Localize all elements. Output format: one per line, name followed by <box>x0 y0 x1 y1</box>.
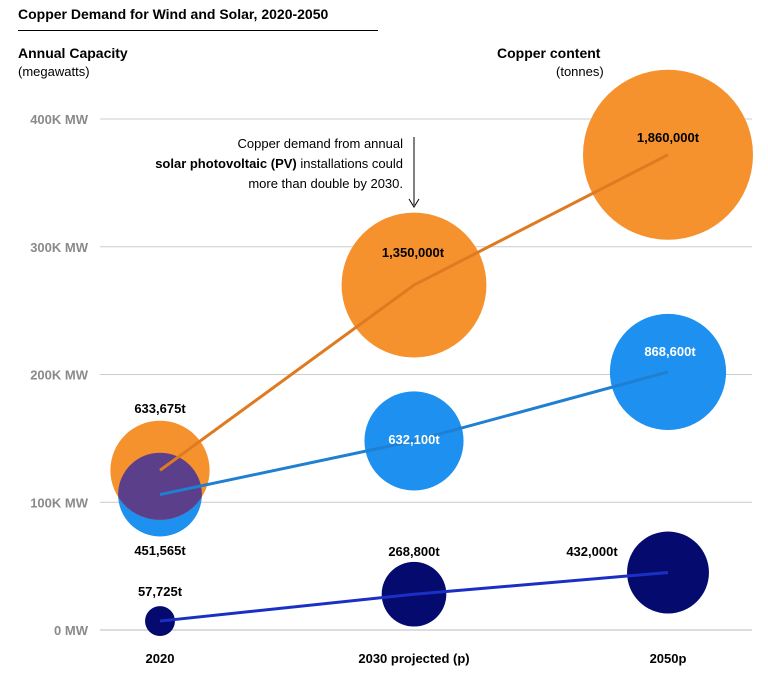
data-label: 57,725t <box>138 584 183 599</box>
annotation-line1: Copper demand from annual <box>238 136 404 151</box>
y-axis-title: Annual Capacity <box>18 45 128 61</box>
y-axis-unit: (megawatts) <box>18 64 90 79</box>
x-tick-label: 2020 <box>146 651 175 666</box>
y-tick-label: 400K MW <box>30 112 89 127</box>
annotation-line2: solar photovoltaic (PV) installations co… <box>155 156 403 171</box>
data-label: 633,675t <box>134 401 186 416</box>
title-underline <box>18 30 378 31</box>
data-label: 268,800t <box>388 544 440 559</box>
x-tick-label: 2050p <box>650 651 687 666</box>
trend-line-series2 <box>159 370 669 497</box>
data-label: 868,600t <box>644 344 696 359</box>
trend-line-series1 <box>159 153 669 472</box>
data-label: 632,100t <box>388 432 440 447</box>
chart-title: Copper Demand for Wind and Solar, 2020-2… <box>18 6 329 22</box>
annotation-line3: more than double by 2030. <box>248 176 403 191</box>
size-legend-unit: (tonnes) <box>556 64 604 79</box>
data-label: 451,565t <box>134 543 186 558</box>
y-tick-label: 0 MW <box>54 623 89 638</box>
data-label: 1,860,000t <box>637 130 700 145</box>
y-tick-label: 200K MW <box>30 368 89 383</box>
y-tick-label: 300K MW <box>30 240 89 255</box>
size-legend-title: Copper content <box>497 45 601 61</box>
y-tick-label: 100K MW <box>30 495 89 510</box>
data-label: 1,350,000t <box>382 245 445 260</box>
annotation-arrowhead <box>408 198 420 208</box>
x-tick-label: 2030 projected (p) <box>358 651 469 666</box>
data-label: 432,000t <box>566 544 618 559</box>
trend-line-series3 <box>159 571 669 623</box>
